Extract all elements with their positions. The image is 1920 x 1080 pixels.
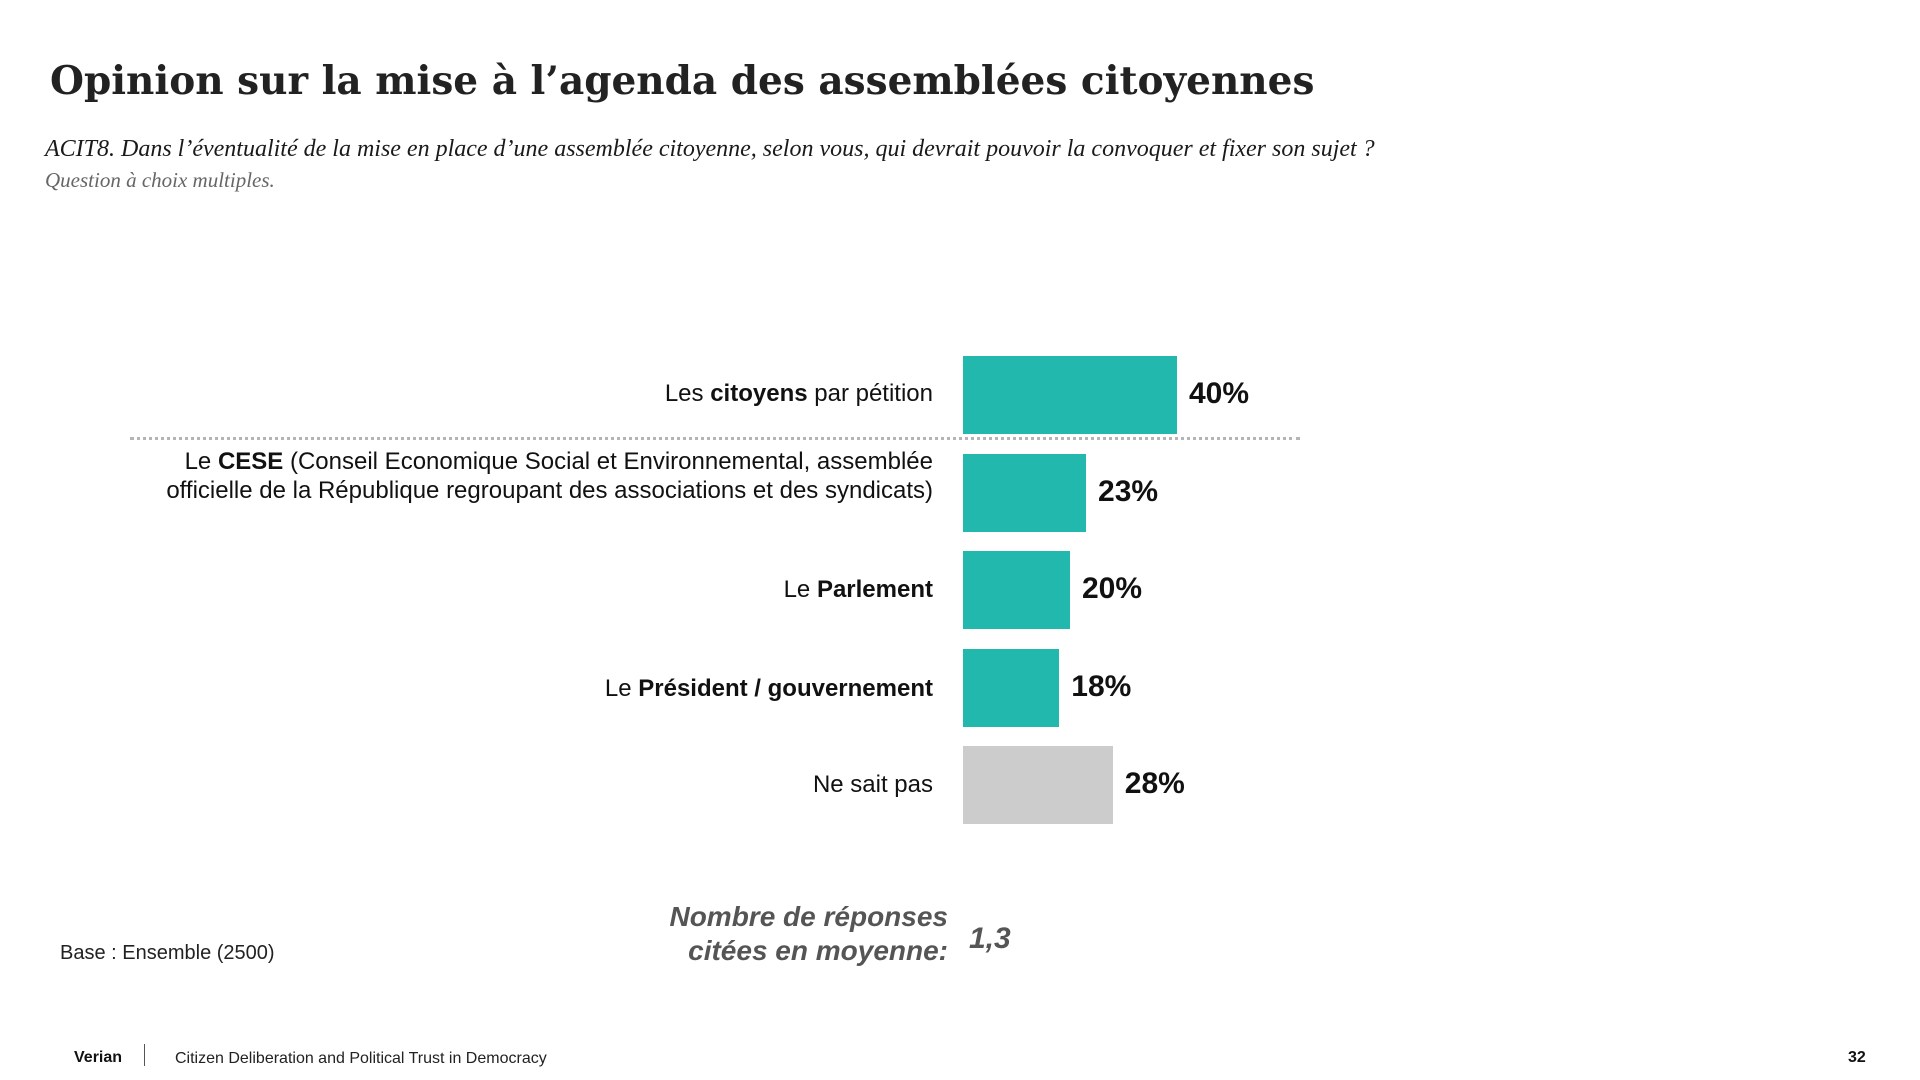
value-label: 20% bbox=[1082, 572, 1143, 605]
label-bold: Parlement bbox=[816, 576, 933, 603]
label-bold: CESE bbox=[217, 448, 284, 475]
divider-line bbox=[130, 437, 1300, 440]
label-bold: citoyens bbox=[710, 380, 808, 407]
label-pre: Le bbox=[604, 675, 639, 702]
category-label: Les citoyens par pétition bbox=[233, 379, 933, 408]
average-value: 1,3 bbox=[969, 922, 1011, 955]
category-label: Ne sait pas bbox=[233, 770, 933, 799]
value-label: 23% bbox=[1098, 475, 1159, 508]
bar bbox=[963, 454, 1087, 532]
page-title: Opinion sur la mise à l’agenda des assem… bbox=[50, 58, 1315, 104]
category-label: Le CESE (Conseil Economique Social et En… bbox=[123, 447, 933, 505]
value-label: 18% bbox=[1071, 670, 1132, 703]
bar bbox=[963, 551, 1070, 629]
label-post: (Conseil Economique Social et Environnem… bbox=[166, 448, 933, 504]
label-pre: Les bbox=[664, 380, 711, 407]
footer-brand: Verian bbox=[74, 1049, 123, 1066]
label-bold: Président / gouvernement bbox=[638, 675, 933, 702]
value-label: 28% bbox=[1124, 767, 1185, 800]
category-label: Le Président / gouvernement bbox=[233, 674, 933, 703]
question-note: Question à choix multiples. bbox=[45, 168, 275, 192]
bar bbox=[963, 356, 1177, 434]
bar bbox=[963, 649, 1060, 727]
footer-separator bbox=[144, 1044, 145, 1066]
footer-text: Citizen Deliberation and Political Trust… bbox=[175, 1050, 547, 1067]
category-label: Le Parlement bbox=[233, 575, 933, 604]
label-post: par pétition bbox=[807, 380, 933, 407]
question-text: ACIT8. Dans l’éventualité de la mise en … bbox=[45, 136, 1375, 162]
label-pre: Le bbox=[783, 576, 817, 603]
base-note: Base : Ensemble (2500) bbox=[60, 942, 275, 964]
bar bbox=[963, 746, 1113, 824]
page-number: 32 bbox=[1848, 1049, 1866, 1066]
value-label: 40% bbox=[1189, 377, 1250, 410]
average-label: Nombre de réponses citées en moyenne: bbox=[669, 901, 948, 966]
label-pre: Ne sait pas bbox=[812, 771, 933, 798]
label-pre: Le bbox=[184, 448, 218, 475]
